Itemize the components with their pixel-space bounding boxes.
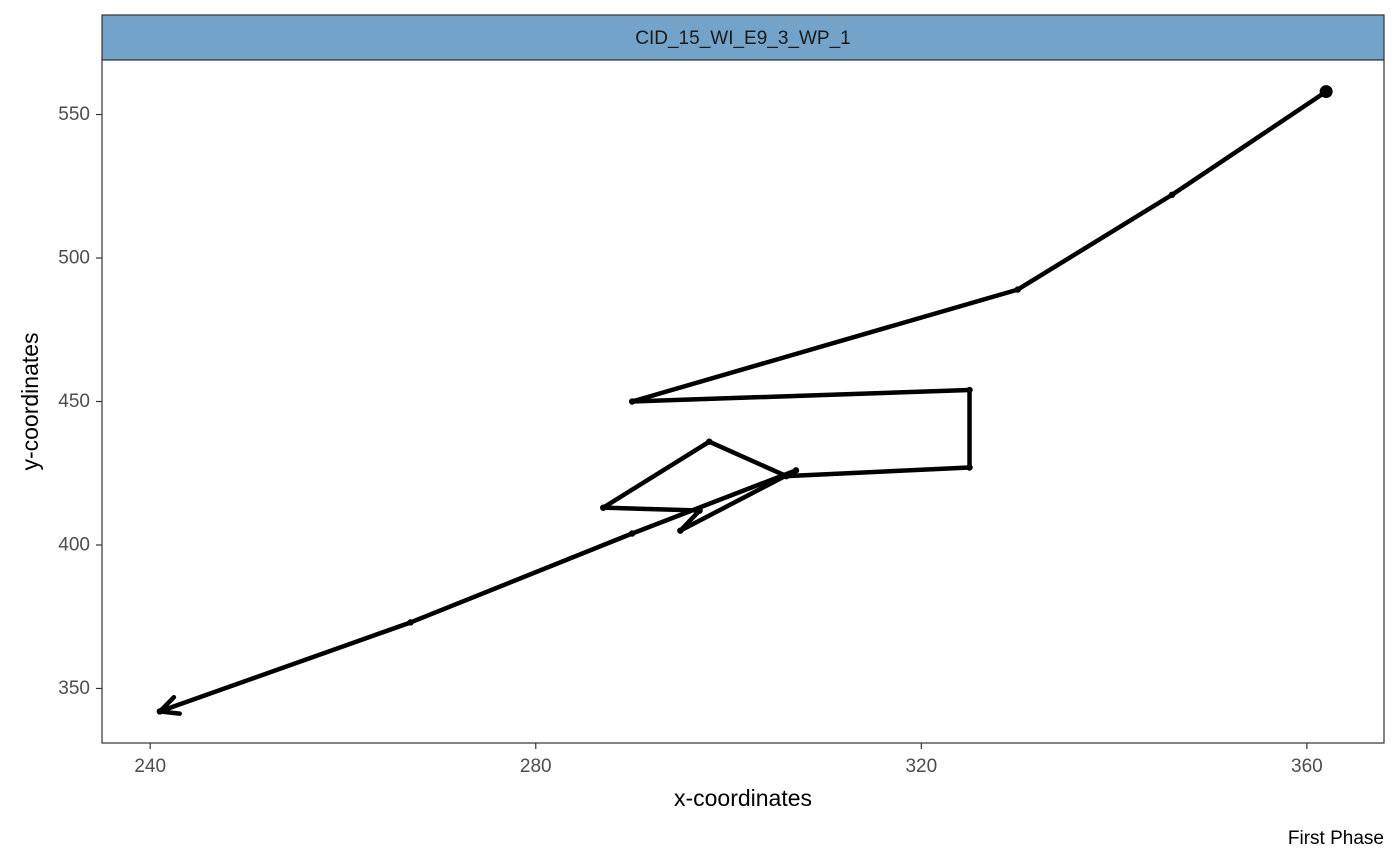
plot-panel <box>101 59 1385 744</box>
trajectory-point <box>407 619 414 626</box>
trajectory-point <box>1168 191 1176 199</box>
trajectory-segment <box>629 387 972 404</box>
y-tick-label: 550 <box>58 104 90 125</box>
facet-strip: CID_15_WI_E9_3_WP_1 <box>101 14 1385 61</box>
trajectory-segment <box>678 468 799 533</box>
trajectory-segment <box>157 620 413 714</box>
trajectory-point <box>966 464 973 471</box>
trajectory-point <box>966 386 973 394</box>
chart-caption: First Phase <box>1288 828 1384 849</box>
y-tick-label: 350 <box>58 678 90 699</box>
trajectory-point <box>696 507 703 514</box>
trajectory-segment <box>600 505 702 513</box>
series-layer <box>156 85 1333 716</box>
trajectory-point <box>792 467 800 474</box>
trajectory-segment <box>1015 192 1175 292</box>
x-tick-label: 320 <box>905 756 937 777</box>
trajectory-point <box>600 504 607 511</box>
trajectory-point <box>628 530 636 537</box>
trajectory-segment <box>629 287 1020 404</box>
y-axis-title: y-coordinates <box>17 332 43 470</box>
x-tick-label: 360 <box>1291 756 1323 777</box>
facet-strip-label: CID_15_WI_E9_3_WP_1 <box>635 28 850 49</box>
trajectory-point <box>628 398 636 405</box>
trajectory-segment <box>1169 89 1329 198</box>
y-tick-label: 400 <box>58 534 90 555</box>
trajectory-segment <box>600 439 712 510</box>
trajectory-segment <box>629 468 799 536</box>
start-point <box>1319 85 1333 99</box>
x-tick-label: 280 <box>520 756 552 777</box>
trajectory-segment <box>707 439 789 479</box>
plot-panel-border <box>101 59 1385 744</box>
trajectory-point <box>677 527 684 534</box>
trajectory-point <box>783 472 790 480</box>
end-arrowhead <box>157 694 182 716</box>
y-tick-label: 500 <box>58 248 90 269</box>
x-tick-label: 240 <box>134 756 166 777</box>
x-axis-title: x-coordinates <box>674 785 812 811</box>
facet-strip-background <box>101 14 1385 61</box>
trajectory-segment <box>408 531 635 625</box>
trajectory-point <box>706 438 713 445</box>
y-axis: 350 400 450 500 550 <box>58 104 102 699</box>
y-tick-label: 450 <box>58 391 90 412</box>
x-axis: 240 280 320 360 <box>134 743 1323 777</box>
trajectory-segment <box>784 465 972 479</box>
trajectory-point <box>1014 286 1021 293</box>
